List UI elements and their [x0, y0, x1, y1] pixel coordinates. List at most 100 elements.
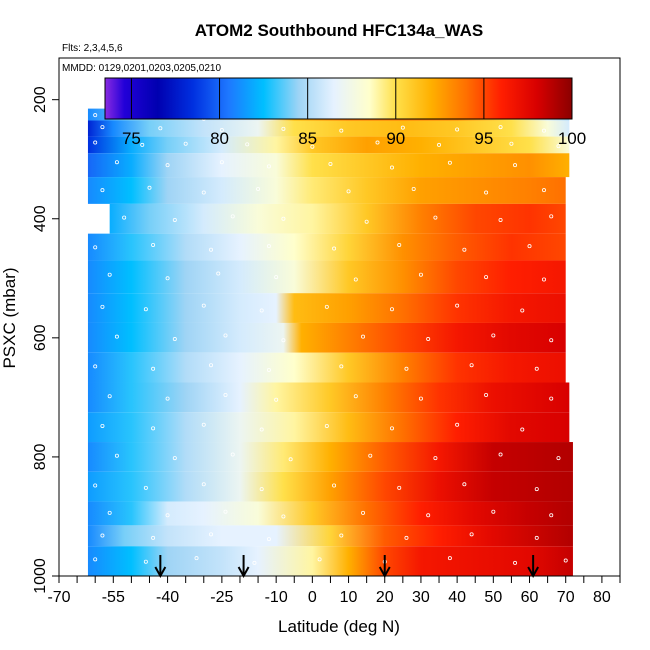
y-tick-label: 200 — [32, 86, 49, 113]
sample-point — [230, 214, 235, 219]
colorbar-gradient — [104, 77, 573, 120]
sample-point — [389, 307, 394, 312]
x-tick-label: 40 — [448, 589, 466, 606]
x-tick-label: -10 — [265, 589, 288, 606]
heatmap-band — [87, 382, 570, 413]
x-tick-label: -25 — [210, 589, 233, 606]
sample-point — [230, 452, 235, 457]
sample-point — [140, 142, 145, 147]
sample-point — [455, 127, 460, 132]
sample-point — [332, 246, 337, 251]
heatmap-band — [87, 442, 573, 472]
sample-point — [339, 364, 344, 369]
heatmap-area — [87, 90, 573, 576]
x-axis-label: Latitude (deg N) — [278, 617, 400, 636]
sample-point — [281, 514, 286, 519]
sample-point — [353, 277, 358, 282]
sample-point — [93, 140, 98, 145]
x-tick-label: 70 — [557, 589, 575, 606]
sample-point — [114, 160, 119, 165]
sample-point — [165, 513, 170, 518]
sample-point — [549, 214, 554, 219]
sample-point — [151, 535, 156, 540]
sample-point — [223, 509, 228, 514]
sample-point — [484, 392, 489, 397]
sample-point — [256, 186, 261, 191]
sample-point — [368, 453, 373, 458]
sample-point — [219, 160, 224, 165]
y-tick-label: 1000 — [32, 558, 49, 594]
sample-point — [201, 482, 206, 487]
sample-point — [201, 422, 206, 427]
sample-point — [209, 532, 214, 537]
heatmap-band — [87, 260, 566, 294]
plot-frame — [58, 57, 621, 577]
sample-point — [223, 333, 228, 338]
sample-point — [361, 334, 366, 339]
x-tick-label: 10 — [340, 589, 358, 606]
sample-point — [194, 556, 199, 561]
heatmap-band — [87, 153, 570, 178]
sample-point — [252, 560, 257, 565]
sample-point — [549, 513, 554, 518]
x-tick-label: 60 — [521, 589, 539, 606]
sample-point — [361, 510, 366, 515]
sample-point — [418, 396, 423, 401]
colorbar-tick-label: 95 — [474, 129, 493, 148]
flights-note: Flts: 2,3,4,5,6 — [62, 43, 123, 54]
y-tick-label: 800 — [32, 443, 49, 470]
sample-point — [172, 456, 177, 461]
sample-point — [93, 364, 98, 369]
sample-point — [151, 242, 156, 247]
sample-point — [455, 303, 460, 308]
sample-point — [100, 304, 105, 309]
sample-point — [266, 164, 271, 169]
sample-point — [266, 537, 271, 542]
sample-point — [541, 128, 546, 133]
sample-point — [469, 363, 474, 368]
sample-point — [281, 338, 286, 343]
sample-point — [100, 188, 105, 193]
sample-point — [209, 247, 214, 252]
sample-point — [107, 272, 112, 277]
sample-point — [93, 245, 98, 250]
heatmap-band — [87, 471, 573, 502]
sample-point — [107, 394, 112, 399]
sample-point — [93, 557, 98, 562]
sample-point — [447, 160, 452, 165]
sample-point — [534, 366, 539, 371]
x-axis: -70 -55 -40 -25 -10 0 10 20 30 40 50 60 70 80 — [47, 576, 621, 606]
sample-point — [332, 483, 337, 488]
sample-point — [100, 533, 105, 538]
sample-point — [462, 482, 467, 487]
sample-point — [143, 307, 148, 312]
sample-point — [364, 219, 369, 224]
heatmap-band — [87, 136, 570, 154]
colorbar-tick-label: 85 — [298, 129, 317, 148]
sample-point — [281, 216, 286, 221]
sample-point — [534, 535, 539, 540]
heatmap-band — [109, 203, 566, 234]
sample-point — [223, 392, 228, 397]
date-note: MMDD: 0129,0201,0203,0205,0210 — [62, 63, 221, 74]
sample-point — [541, 277, 546, 282]
x-tick-label: 20 — [376, 589, 394, 606]
sample-point — [172, 217, 177, 222]
sample-point — [400, 125, 405, 130]
sample-point — [317, 557, 322, 562]
sample-point — [93, 113, 98, 118]
sample-point — [259, 487, 264, 492]
heatmap-band — [87, 525, 573, 547]
sample-point — [114, 453, 119, 458]
sample-point — [339, 128, 344, 133]
sample-point — [353, 394, 358, 399]
sample-point — [281, 126, 286, 131]
y-tick-label: 400 — [32, 205, 49, 232]
sample-point — [339, 533, 344, 538]
colorbar-tick-label: 100 — [558, 129, 586, 148]
x-tick-label: 80 — [593, 589, 611, 606]
sample-point — [462, 247, 467, 252]
sample-point — [324, 423, 329, 428]
x-tick-label: 0 — [308, 589, 317, 606]
